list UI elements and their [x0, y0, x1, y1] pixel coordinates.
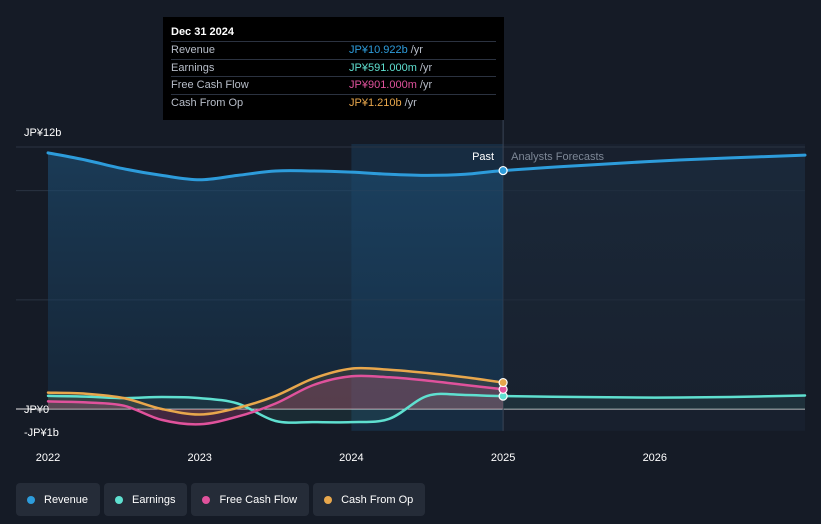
revenue-area-forecast [503, 155, 805, 409]
legend-item-earnings[interactable]: Earnings [104, 483, 188, 516]
tooltip-label: Revenue [171, 44, 216, 56]
tooltip-value: JP¥10.922b [349, 44, 408, 56]
revenue-current-marker [498, 165, 508, 176]
x-tick-label: 2023 [187, 452, 211, 464]
tooltip-value: JP¥591.000m [349, 61, 417, 74]
x-tick-label: 2022 [36, 452, 60, 464]
tooltip-unit: /yr [419, 79, 433, 91]
legend-label: Cash From Op [341, 493, 414, 506]
x-tick-label: 2025 [491, 452, 515, 464]
forecast-label: Analysts Forecasts [511, 151, 604, 163]
cash-from-op-area [48, 368, 504, 415]
legend-label: Revenue [44, 493, 89, 506]
cash-from-op-line [46, 366, 505, 416]
tooltip-label: Cash From Op [171, 96, 244, 109]
tooltip-date: Dec 31 2024 [171, 26, 234, 38]
free-cash-flow-dot-icon [202, 495, 211, 504]
free-cash-flow-area [48, 375, 504, 425]
legend-label: Free Cash Flow [219, 493, 298, 506]
tooltip-row-free-cash-flow: Free Cash Flow JP¥901.000m /yr [171, 76, 496, 94]
revenue-line [46, 151, 807, 182]
legend-item-revenue[interactable]: Revenue [16, 483, 101, 516]
tooltip-unit: /yr [419, 61, 433, 74]
tooltip-value: JP¥1.210b [349, 96, 402, 109]
legend: Revenue Earnings Free Cash Flow Cash Fro… [16, 483, 426, 516]
tooltip-row-revenue: Revenue JP¥10.922b /yr [171, 41, 496, 59]
cash-from-op-current-marker [498, 377, 508, 388]
tooltip: Dec 31 2024 Revenue JP¥10.922b /yr Earni… [163, 17, 504, 120]
revenue-area-past [48, 152, 504, 409]
tooltip-value: JP¥901.000m [349, 79, 417, 91]
legend-item-free-cash-flow[interactable]: Free Cash Flow [191, 483, 310, 516]
past-label: Past [472, 151, 494, 163]
cash-from-op-dot-icon [324, 495, 333, 504]
tooltip-unit: /yr [410, 44, 423, 56]
earnings-line [46, 392, 807, 424]
tooltip-row-earnings: Earnings JP¥591.000m /yr [171, 58, 496, 77]
free-cash-flow-line [46, 374, 505, 426]
legend-item-cash-from-op[interactable]: Cash From Op [313, 483, 426, 516]
legend-label: Earnings [132, 493, 176, 506]
y-tick-label: JP¥12b [24, 127, 61, 139]
y-tick-label: -JP¥1b [24, 427, 59, 439]
revenue-dot-icon [27, 495, 35, 504]
tooltip-unit: /yr [404, 96, 417, 109]
earnings-area [48, 393, 805, 423]
tooltip-label: Free Cash Flow [171, 79, 249, 91]
tooltip-label: Earnings [171, 61, 215, 74]
x-tick-label: 2026 [643, 452, 667, 464]
y-tick-label: JP¥0 [24, 404, 49, 416]
tooltip-row-cash-from-op: Cash From Op JP¥1.210b /yr [171, 93, 496, 112]
earnings-dot-icon [115, 495, 124, 504]
x-tick-label: 2024 [339, 452, 363, 464]
